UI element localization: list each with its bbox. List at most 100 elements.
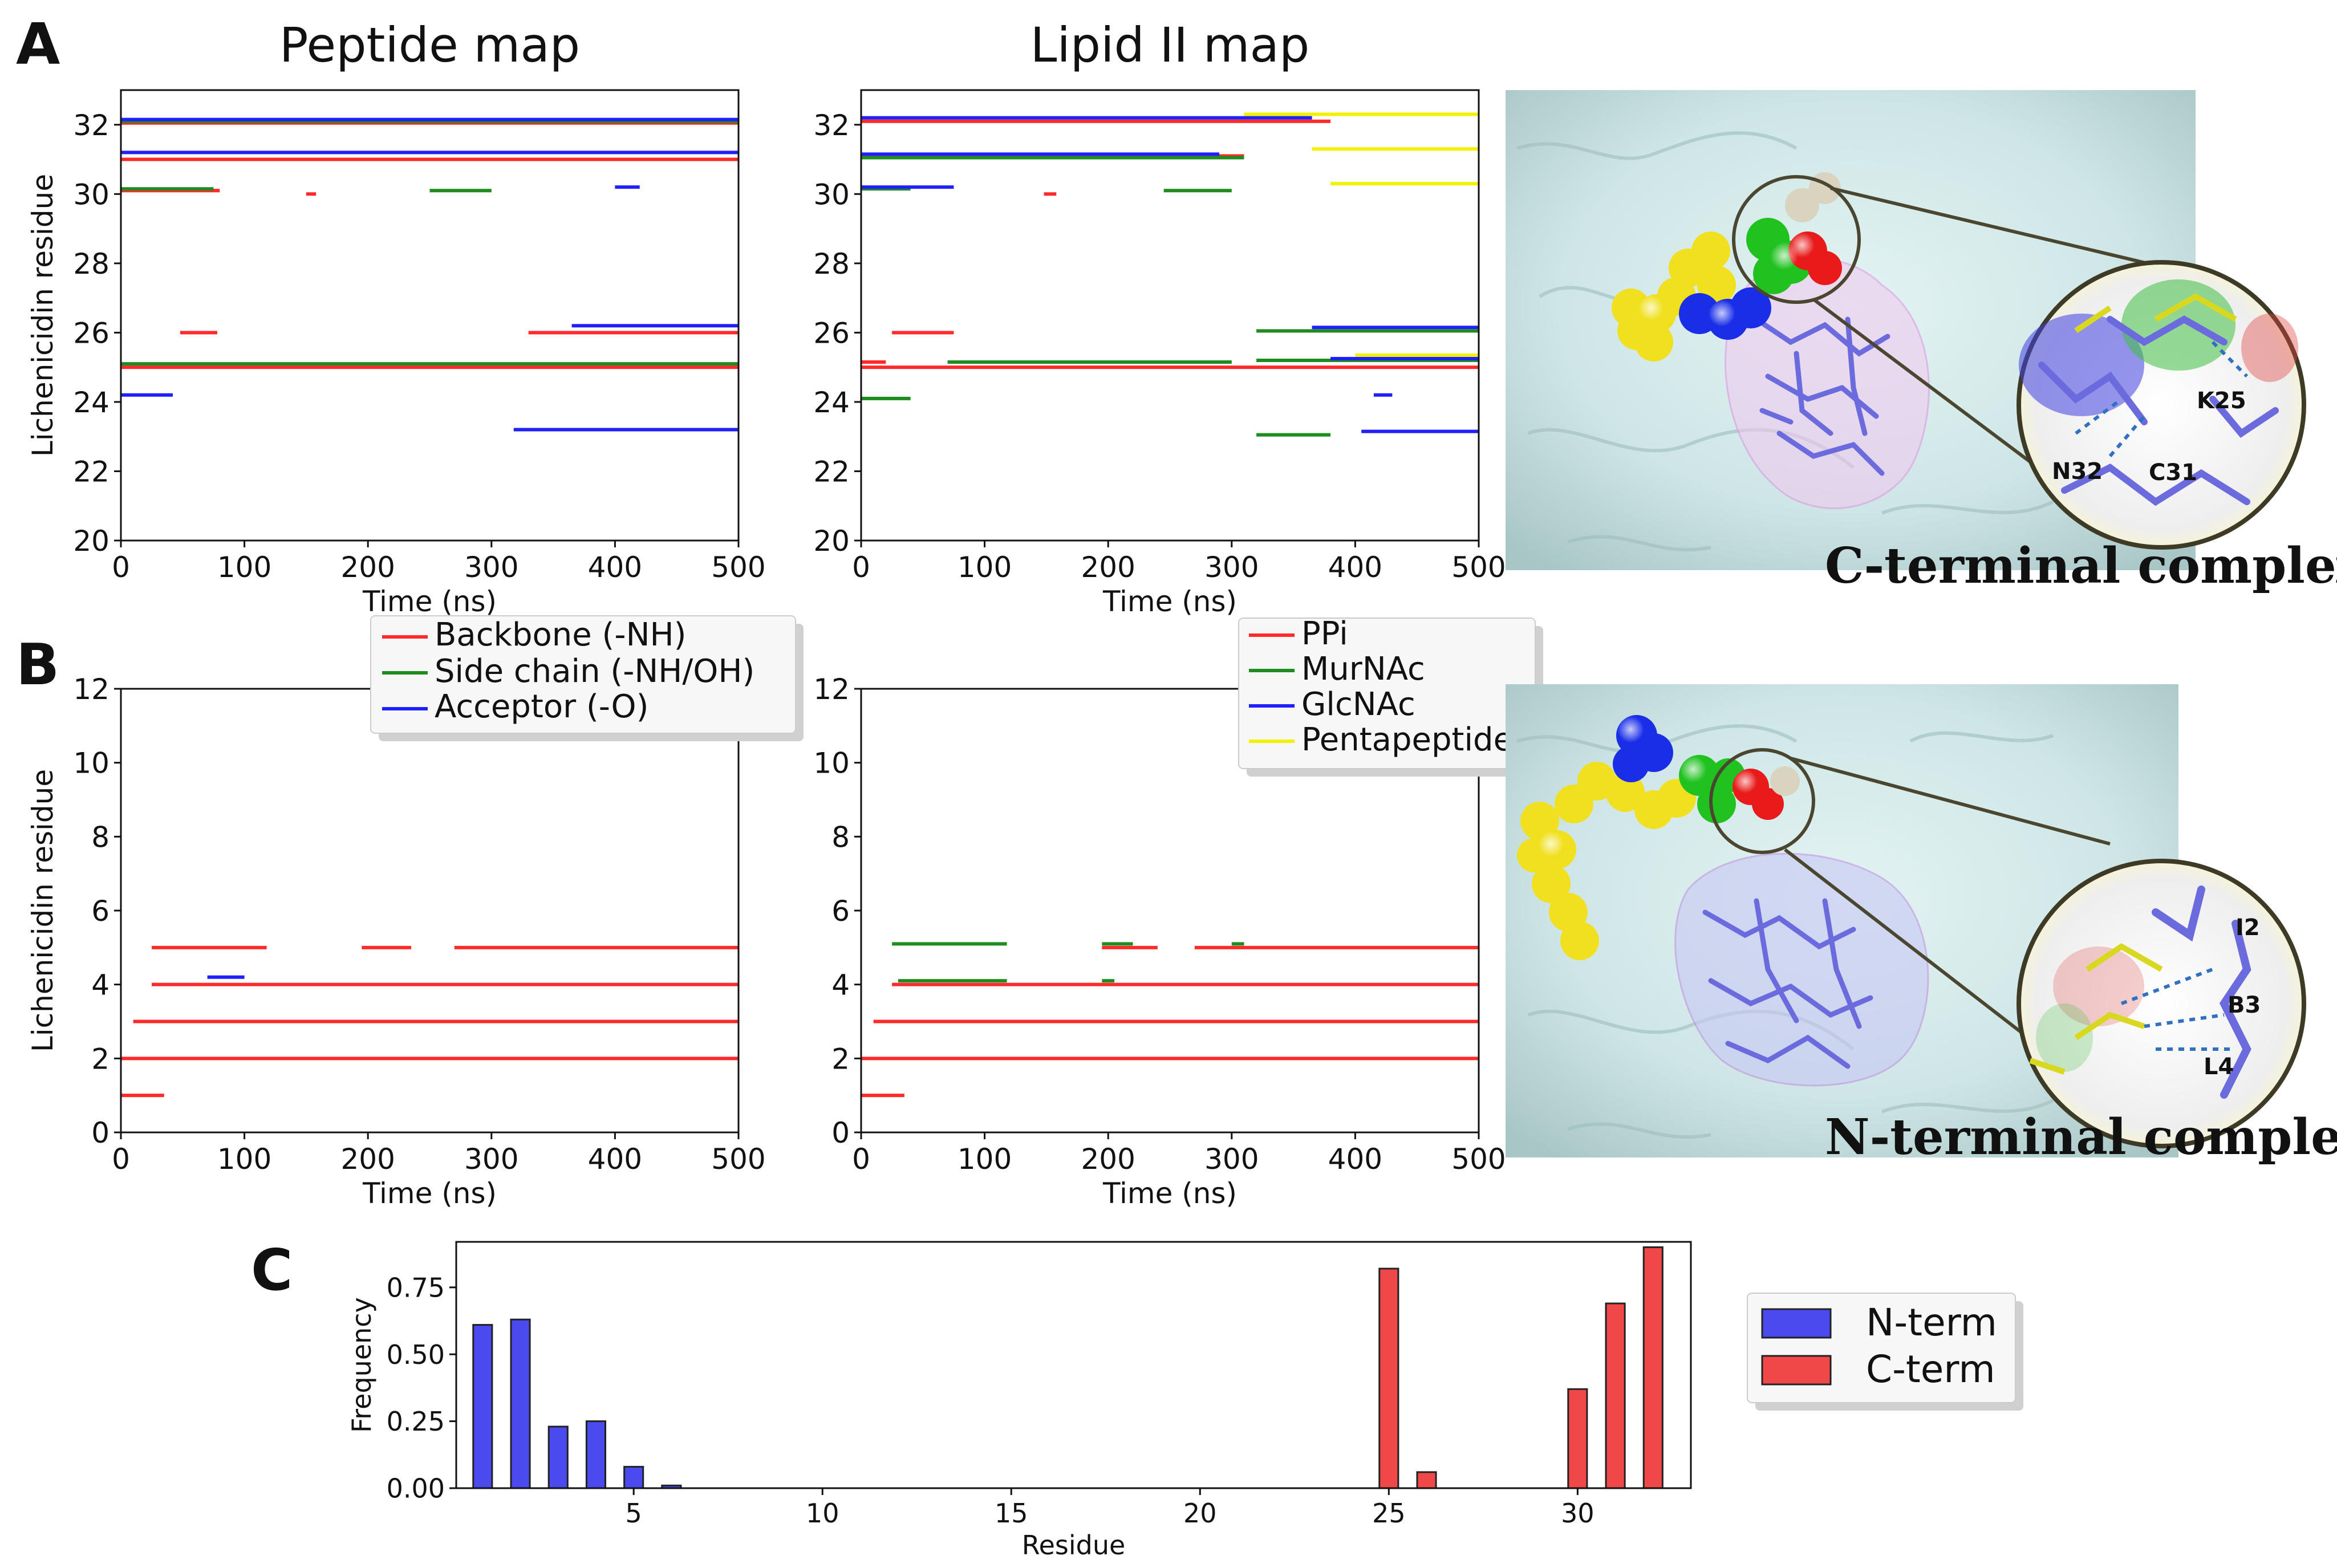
legend-peptide: Backbone (-NH) Side chain (-NH/OH) Accep… xyxy=(370,615,804,741)
x-tick-label: 20 xyxy=(1183,1498,1217,1529)
legend-label: Acceptor (-O) xyxy=(435,688,648,725)
y-tick-label: 0.00 xyxy=(387,1473,445,1504)
x-tick-label: 10 xyxy=(806,1498,839,1529)
y-tick-label: 32 xyxy=(73,109,109,142)
plot-frame xyxy=(120,688,740,1134)
residue-label: L4 xyxy=(2204,1054,2234,1080)
x-axis-label: Time (ns) xyxy=(362,585,497,618)
y-tick-label: 0 xyxy=(831,1116,850,1149)
y-tick-label: 10 xyxy=(73,747,109,780)
bar-c-term xyxy=(1605,1302,1626,1489)
bar-n-term xyxy=(547,1425,569,1489)
bar-c-term xyxy=(1567,1388,1588,1489)
chart-peptide-map-b: 0 100 200 300 400 500 0 2 4 6 8 10 12 Time (ns) Lichen… xyxy=(26,673,766,1210)
chart-frequency: 5 10 15 20 25 30 0.00 0.25 0.50 0.75 Residue Freque… xyxy=(346,1241,1692,1561)
panel-letter-a: A xyxy=(16,11,60,78)
y-tick-label: 2 xyxy=(831,1042,850,1075)
y-tick-label: 20 xyxy=(813,525,850,558)
x-tick-label: 400 xyxy=(1328,1143,1382,1176)
y-tick-label: 12 xyxy=(73,673,109,706)
surface-texture xyxy=(1516,131,2054,552)
peptide-mesh xyxy=(1674,852,1929,1087)
n-terminal-complex-image: I2 B3 L4 N-terminal complex xyxy=(1506,684,2337,1166)
y-tick-label: 0 xyxy=(91,1116,109,1149)
x-tick-label: 0 xyxy=(852,1143,870,1176)
zoom-detail xyxy=(2019,279,2298,506)
x-tick-label: 300 xyxy=(1204,1143,1259,1176)
y-tick-label: 4 xyxy=(831,969,850,1002)
y-axis-label: Lichenicidin residue xyxy=(26,174,59,457)
bar-n-term xyxy=(585,1420,607,1489)
y-tick-label: 26 xyxy=(73,316,109,350)
y-tick-label: 28 xyxy=(813,247,850,281)
peptide-mesh xyxy=(1725,257,1930,509)
chart-peptide-map-a: 0 100 200 300 400 500 20 22 24 26 28 30 32 Time (ns) L… xyxy=(26,17,766,618)
x-tick-label: 400 xyxy=(588,1143,642,1176)
x-tick-label: 100 xyxy=(957,551,1012,584)
y-tick-label: 6 xyxy=(91,895,109,928)
x-tick-label: 5 xyxy=(626,1498,642,1529)
bar-c-term xyxy=(1416,1471,1437,1489)
legend-label: C-term xyxy=(1866,1347,1995,1391)
legend-label: N-term xyxy=(1866,1301,1997,1344)
zoom-detail xyxy=(2029,885,2251,1099)
y-tick-label: 0.25 xyxy=(387,1406,445,1437)
x-tick-label: 300 xyxy=(464,551,518,584)
bar-n-term xyxy=(623,1465,644,1489)
x-tick-label: 500 xyxy=(711,551,765,584)
n-terminal-complex-label: N-terminal complex xyxy=(1825,1108,2337,1166)
y-tick-label: 30 xyxy=(73,178,109,211)
y-tick-label: 32 xyxy=(813,109,850,142)
peptide-sticks xyxy=(1702,898,1873,1069)
y-tick-label: 8 xyxy=(91,820,109,854)
x-tick-label: 0 xyxy=(112,551,130,584)
residue-label: I2 xyxy=(2235,915,2260,941)
y-tick-label: 20 xyxy=(73,525,109,558)
zoom-source-circle xyxy=(1709,748,1815,854)
y-tick-label: 12 xyxy=(813,673,850,706)
y-tick-label: 2 xyxy=(91,1042,109,1075)
y-tick-label: 26 xyxy=(813,316,850,350)
bar-n-term xyxy=(510,1318,531,1489)
residue-label: K25 xyxy=(2197,388,2246,414)
x-tick-label: 400 xyxy=(588,551,642,584)
y-tick-label: 4 xyxy=(91,969,109,1002)
peptide-sticks xyxy=(1754,316,1890,476)
x-tick-label: 15 xyxy=(995,1498,1028,1529)
y-tick-label: 22 xyxy=(813,455,850,488)
chart-title: Peptide map xyxy=(279,17,580,73)
y-tick-label: 10 xyxy=(813,747,850,780)
legend-swatch xyxy=(1761,1355,1832,1386)
residue-label: N32 xyxy=(2052,458,2103,485)
x-tick-label: 500 xyxy=(711,1143,765,1176)
x-axis-label: Time (ns) xyxy=(362,1177,497,1210)
y-tick-label: 6 xyxy=(831,895,850,928)
y-tick-label: 22 xyxy=(73,455,109,488)
y-tick-label: 0.50 xyxy=(387,1339,445,1370)
x-tick-label: 200 xyxy=(340,1143,395,1176)
x-tick-label: 100 xyxy=(217,1143,271,1176)
panel-letter-b: B xyxy=(16,631,59,698)
y-tick-label: 24 xyxy=(73,386,109,419)
legend-label: Backbone (-NH) xyxy=(435,616,686,653)
y-tick-label: 30 xyxy=(813,178,850,211)
x-tick-label: 0 xyxy=(852,551,870,584)
y-axis-label: Frequency xyxy=(346,1297,377,1433)
lipid-ii-spheres xyxy=(1517,715,1800,960)
x-tick-label: 300 xyxy=(1204,551,1259,584)
y-tick-label: 28 xyxy=(73,247,109,281)
y-tick-label: 24 xyxy=(813,386,850,419)
bar-c-term xyxy=(1378,1268,1399,1489)
chart-lipid-map-a: 0 100 200 300 400 500 20 22 24 26 28 30 32 Time (ns) L… xyxy=(813,17,1506,618)
x-axis-label: Residue xyxy=(1022,1530,1126,1561)
plot-frame xyxy=(860,89,1480,542)
legend-label: PPi xyxy=(1301,615,1348,652)
y-tick-label: 8 xyxy=(831,820,850,854)
legend-label: Pentapeptide xyxy=(1301,721,1513,758)
x-tick-label: 25 xyxy=(1372,1498,1406,1529)
c-terminal-complex-label: C-terminal complex xyxy=(1825,537,2337,595)
bar-c-term xyxy=(1642,1246,1664,1489)
legend-box xyxy=(370,615,796,734)
legend-swatch xyxy=(1761,1308,1832,1339)
